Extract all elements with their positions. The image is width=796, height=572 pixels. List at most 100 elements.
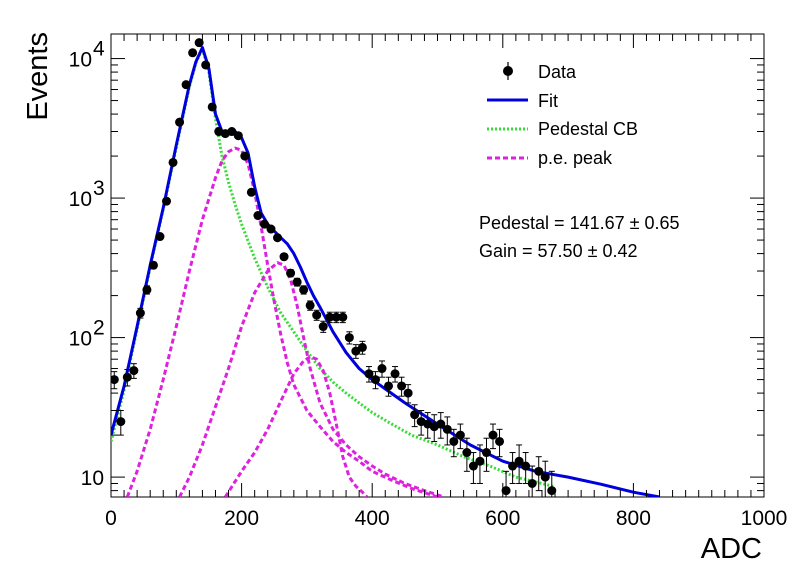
data-point-marker <box>325 312 335 322</box>
data-point <box>181 80 191 90</box>
data-point-marker <box>312 310 322 320</box>
data-point-marker <box>286 268 296 278</box>
data-point <box>168 157 178 167</box>
legend-label-pedestal: Pedestal CB <box>538 119 638 139</box>
data-point <box>390 366 400 383</box>
data-point-marker <box>488 430 498 440</box>
data-point-marker <box>514 456 524 466</box>
curve-p-e-peak-1 <box>125 146 438 497</box>
data-point-marker <box>344 333 354 343</box>
annotation-gain: Gain = 57.50 ± 0.42 <box>479 241 638 261</box>
data-point <box>259 219 269 229</box>
data-point-marker <box>377 364 387 374</box>
y-tick-exponent: 3 <box>93 177 105 200</box>
data-point-marker <box>390 369 400 379</box>
data-point <box>142 285 152 295</box>
data-point <box>331 311 341 324</box>
data-point <box>292 277 302 287</box>
data-point-marker <box>122 372 132 382</box>
data-point-marker <box>462 448 472 458</box>
data-point <box>514 444 524 484</box>
data-point-marker <box>501 486 511 496</box>
data-point-marker <box>364 369 374 379</box>
annotation-pedestal: Pedestal = 141.67 ± 0.65 <box>479 213 680 233</box>
data-point-marker <box>370 375 380 385</box>
x-tick-label: 1000 <box>741 507 788 530</box>
data-point <box>547 470 557 497</box>
curve-p-e-peak-2 <box>178 261 445 497</box>
data-point <box>475 444 485 484</box>
data-point <box>468 452 478 484</box>
data-point <box>508 452 518 484</box>
data-point <box>201 60 211 70</box>
data-point <box>527 465 537 497</box>
data-point <box>227 127 237 137</box>
legend-label-fit: Fit <box>538 91 558 111</box>
data-point <box>325 311 335 324</box>
data-point-marker <box>540 472 550 482</box>
x-tick-label: 800 <box>616 507 651 530</box>
data-point-marker <box>181 80 191 90</box>
data-point-marker <box>318 322 328 332</box>
data-point <box>135 307 145 319</box>
data-point-marker <box>168 157 178 167</box>
data-point <box>148 260 158 270</box>
data-point-marker <box>534 466 544 476</box>
legend-entry-pedestal: Pedestal CB <box>487 119 638 139</box>
data-point <box>116 410 126 436</box>
data-point-marker <box>397 381 407 391</box>
data-point-marker <box>331 312 341 322</box>
data-points-layer <box>111 38 557 497</box>
data-point-marker <box>442 424 452 434</box>
data-point-marker <box>508 461 518 471</box>
data-point-marker <box>227 127 237 137</box>
data-point <box>286 268 296 278</box>
data-point <box>312 309 322 321</box>
data-point <box>436 412 446 439</box>
data-point-marker <box>266 224 276 234</box>
curve-fit <box>111 46 660 497</box>
data-point-marker <box>384 381 394 391</box>
data-point-marker <box>201 60 211 70</box>
data-point-marker <box>175 117 185 127</box>
y-tick-label: 10 <box>69 328 92 351</box>
data-point-marker <box>481 448 491 458</box>
data-point <box>253 211 263 221</box>
data-point-marker <box>246 187 256 197</box>
data-point <box>175 117 185 127</box>
legend-label-data: Data <box>538 62 577 82</box>
x-tick-label: 600 <box>485 507 520 530</box>
data-point <box>410 404 420 428</box>
data-point-marker <box>527 478 537 488</box>
data-point <box>279 252 289 262</box>
data-point <box>384 376 394 397</box>
legend-data-marker <box>503 66 513 76</box>
data-point <box>266 224 276 234</box>
legend-label-pe-peak: p.e. peak <box>538 148 613 168</box>
data-point <box>481 437 491 472</box>
data-point-marker <box>305 300 315 310</box>
x-tick-label: 200 <box>224 507 259 530</box>
legend-entry-pe-peak: p.e. peak <box>487 148 613 168</box>
legend: Data Fit Pedestal CB p.e. peak <box>487 62 638 168</box>
data-point-marker <box>194 38 204 48</box>
data-point <box>357 340 367 355</box>
data-point <box>207 102 217 112</box>
data-point <box>370 371 380 390</box>
data-point-marker <box>468 461 478 471</box>
data-point <box>403 384 413 404</box>
data-point <box>194 38 204 48</box>
data-point-marker <box>188 48 198 58</box>
data-point-marker <box>436 419 446 429</box>
data-point-marker <box>338 312 348 322</box>
curve-pedestal-cb <box>111 47 556 489</box>
data-point-marker <box>148 260 158 270</box>
x-axis-title: ADC <box>701 533 762 565</box>
data-point-marker <box>116 417 126 427</box>
data-point-marker <box>351 346 361 356</box>
data-point <box>462 437 472 472</box>
x-tick-label: 400 <box>355 507 390 530</box>
y-tick-label: 10 <box>69 188 92 211</box>
data-point-marker <box>521 461 531 471</box>
data-point <box>246 187 256 197</box>
